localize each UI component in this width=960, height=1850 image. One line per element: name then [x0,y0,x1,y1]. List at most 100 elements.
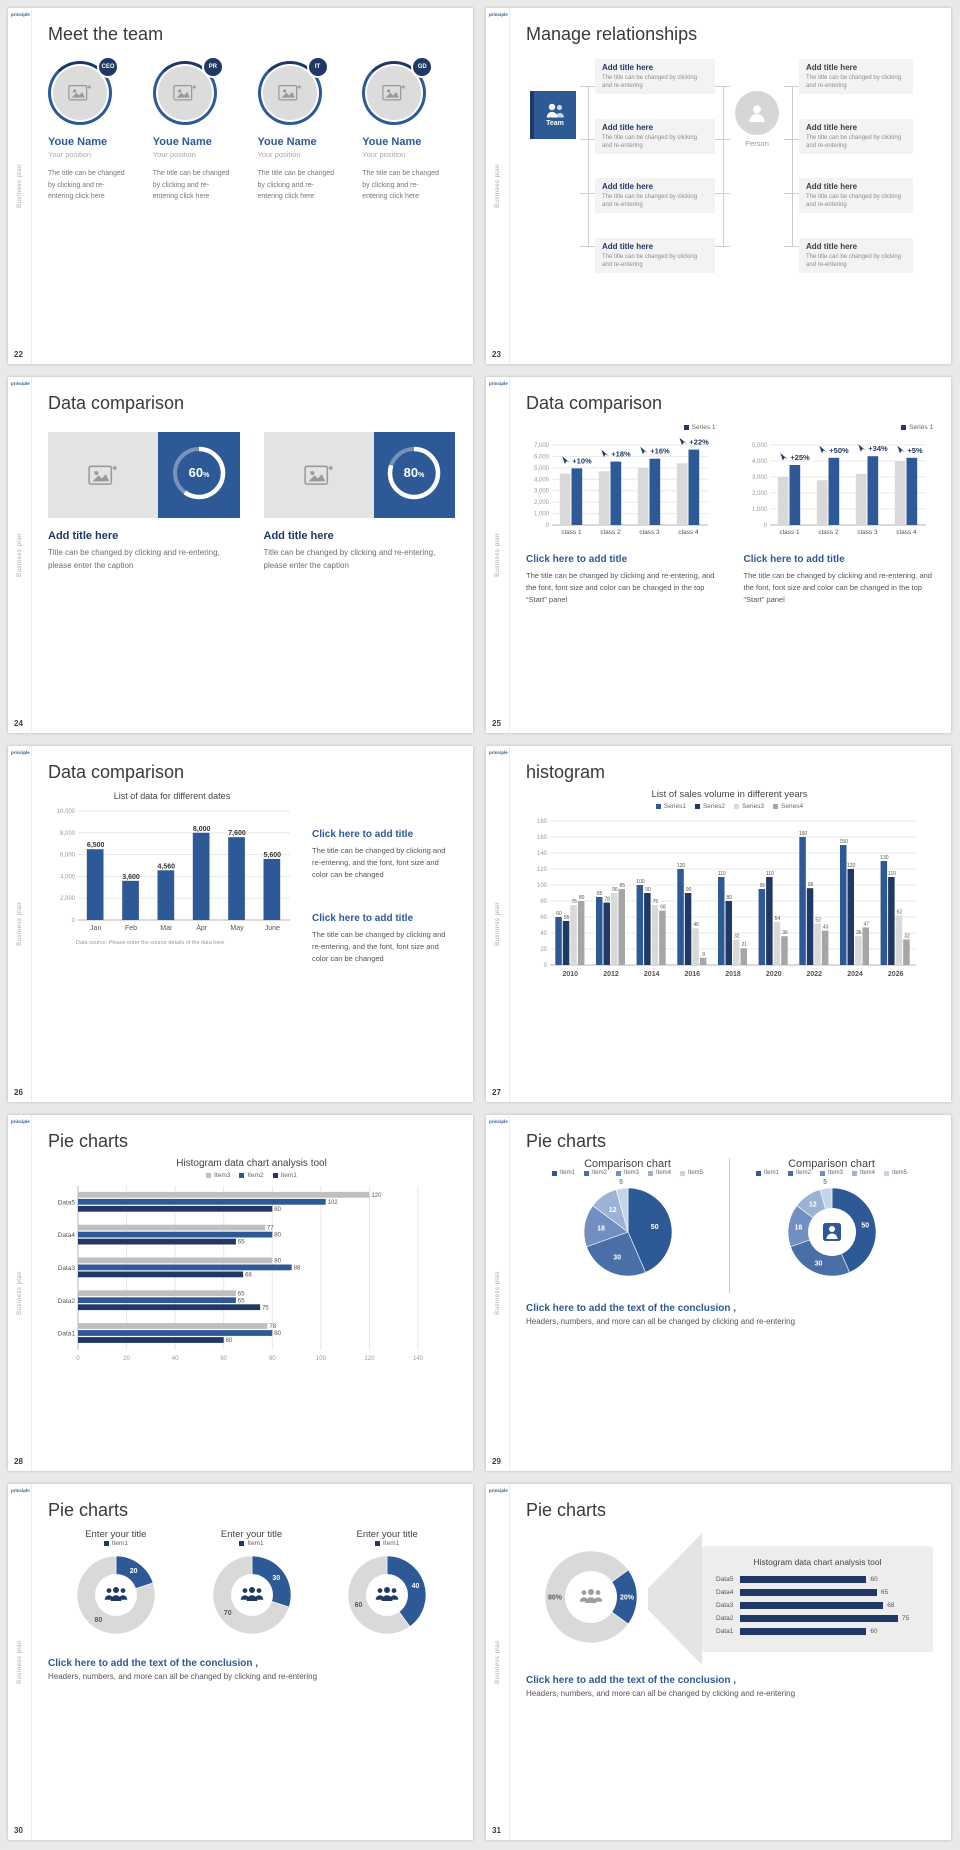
grouped-bar-chart: 180 160 140 120 100 80 60 40 20 0 60 55 75 80 2010 85 78… [526,813,933,984]
svg-text:55: 55 [564,915,570,921]
donut-chart: 30 70 [192,1547,312,1648]
cta-title: Click here to add title [312,829,414,840]
bar-chart: 7,000 6,000 5,000 4,000 3,000 2,000 1,000 0 clas… [526,431,716,542]
cta-block: Click here to add title The title can be… [312,901,455,965]
team-member-card: GD Youe Name Your position The title can… [362,56,455,203]
slide-title: histogram [526,762,606,782]
chart-title: Enter your title [85,1529,147,1540]
svg-text:2022: 2022 [807,971,823,978]
svg-text:43: 43 [823,925,829,931]
svg-text:47: 47 [864,921,870,927]
svg-text:2012: 2012 [603,971,619,978]
svg-text:Data3: Data3 [58,1265,76,1272]
svg-text:2016: 2016 [685,971,701,978]
svg-text:65: 65 [238,1298,245,1304]
svg-text:110: 110 [766,871,774,877]
svg-text:110: 110 [718,871,726,877]
conclusion-title: Click here to add the text of the conclu… [526,1675,737,1686]
svg-text:12: 12 [808,1202,816,1209]
svg-text:Data2: Data2 [58,1298,76,1305]
card-caption: Title can be changed by clicking and re-… [263,548,436,570]
svg-text:95: 95 [760,883,766,889]
member-description: The title can be changed by clicking and… [152,170,230,201]
slide-pie-charts-1[interactable]: principle Business plan 28 Pie charts Hi… [8,1115,473,1471]
org-item-desc: The title can be changed by clicking and… [806,134,902,149]
slide-pie-charts-3[interactable]: principle Business plan 30 Pie charts En… [8,1484,473,1840]
slide-title: Manage relationships [526,24,698,44]
svg-text:2,000: 2,000 [60,896,76,902]
svg-text:54: 54 [775,916,781,922]
chart-block: Histogram data chart analysis tool Item3… [48,1158,455,1369]
page-number: 30 [14,1826,23,1835]
svg-text:130: 130 [880,855,889,861]
member-name: Youe Name [152,136,212,148]
svg-text:9: 9 [702,952,705,958]
svg-text:0: 0 [544,963,548,969]
svg-text:6,000: 6,000 [534,454,550,460]
slide-rail: principle Business plan 30 [8,1484,32,1840]
svg-text:110: 110 [888,871,896,877]
slide-histogram[interactable]: principle Business plan 27 histogram Lis… [486,746,951,1102]
org-item: Add title here The title can be changed … [595,237,715,273]
connector-bracket [580,59,595,273]
donut-chart: 50 30 18 12 5 [747,1176,917,1293]
svg-text:18: 18 [597,1225,605,1232]
slide-pie-charts-2[interactable]: principle Business plan 29 Pie charts Co… [486,1115,951,1471]
svg-text:30: 30 [272,1575,280,1582]
slide-data-comparison-3[interactable]: principle Business plan 26 Data comparis… [8,746,473,1102]
svg-text:120: 120 [537,867,548,873]
donut-chart: 40 60 [327,1547,447,1648]
cta-block: Click here to add title The title can be… [312,817,455,881]
pie-chart: 50 30 18 12 5 [543,1176,713,1293]
image-placeholder-icon [277,85,301,101]
svg-text:2024: 2024 [847,971,863,978]
svg-text:6,000: 6,000 [60,853,76,859]
chart-block: List of sales volume in different years … [526,789,933,984]
avatar: PR [152,56,224,125]
org-item-title: Add title here [602,241,654,251]
org-item-desc: The title can be changed by clicking and… [806,194,902,209]
conclusion-body: Headers, numbers, and more can all be ch… [526,1689,796,1698]
svg-text:0: 0 [546,523,550,529]
cta-body: The title can be changed by clicking and… [312,846,446,879]
org-item-desc: The title can be changed by clicking and… [602,134,698,149]
person-item-list: Add title here The title can be changed … [799,57,913,275]
svg-text:0: 0 [72,918,76,924]
svg-text:June: June [265,925,280,932]
slide-data-comparison-1[interactable]: principle Business plan 24 Data comparis… [8,377,473,733]
person-label: Person [745,139,769,148]
slide-meet-the-team[interactable]: principle Business plan 22 Meet the team… [8,8,473,364]
svg-text:30: 30 [613,1255,621,1262]
svg-text:36: 36 [782,930,788,936]
svg-text:Mar: Mar [160,925,173,932]
member-position: Your position [48,150,92,159]
cta-title: Click here to add title [526,554,628,565]
svg-text:class 1: class 1 [561,529,582,536]
page-number: 23 [492,350,501,359]
chart-legend: Series 1 [744,424,933,431]
svg-text:3,000: 3,000 [534,489,550,495]
connector-bracket [784,59,799,273]
logo: principle [11,1488,30,1493]
svg-text:21: 21 [742,942,748,948]
connector-bracket [715,59,730,273]
svg-text:May: May [230,925,244,932]
svg-text:180: 180 [537,819,548,825]
person-column: Person [730,57,784,275]
org-item-title: Add title here [806,241,858,251]
team-icon: Team [530,91,576,139]
svg-text:3,000: 3,000 [751,475,767,481]
org-item-title: Add title here [602,182,654,192]
team-member-row: CEO Youe Name Your position The title ca… [48,56,455,203]
card-title: Add title here [263,530,334,542]
svg-text:5,600: 5,600 [264,852,282,859]
slide-pie-charts-4[interactable]: principle Business plan 31 Pie charts 20… [486,1484,951,1840]
svg-text:1,000: 1,000 [534,512,550,518]
slide-data-comparison-2[interactable]: principle Business plan 25 Data comparis… [486,377,951,733]
svg-text:5,000: 5,000 [534,466,550,472]
role-badge: CEO [97,56,119,78]
svg-text:88: 88 [294,1266,301,1272]
svg-text:68: 68 [660,905,666,911]
svg-text:80: 80 [274,1259,281,1265]
slide-manage-relationships[interactable]: principle Business plan 23 Manage relati… [486,8,951,364]
